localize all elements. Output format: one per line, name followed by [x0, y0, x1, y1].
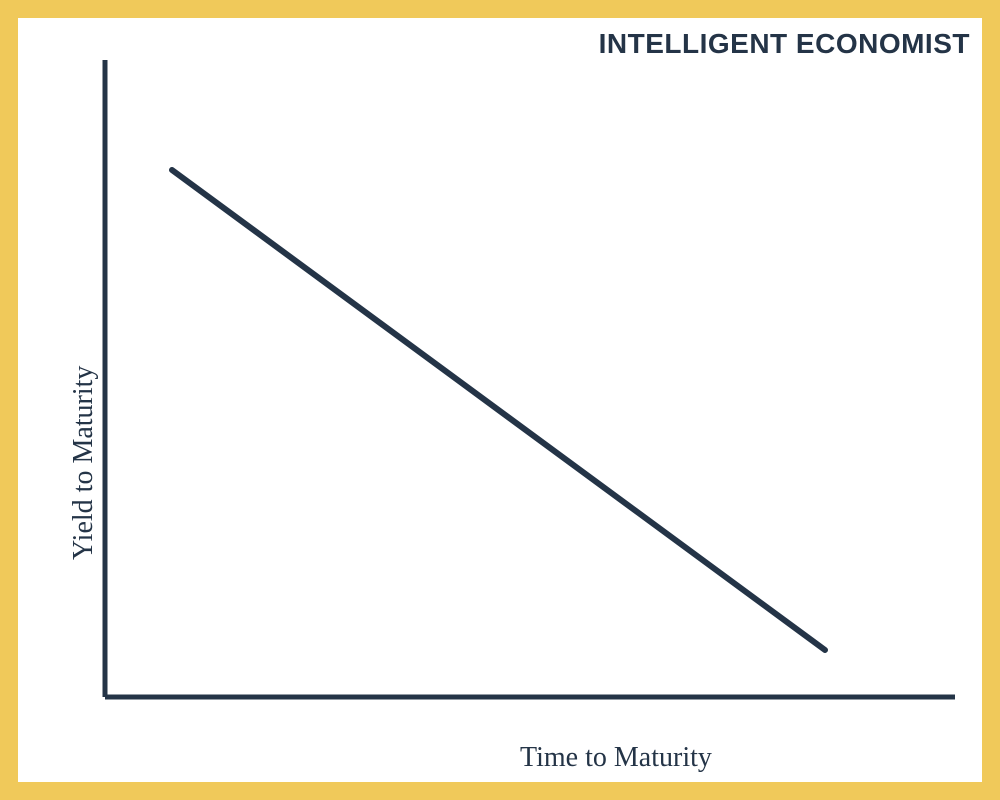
yield-curve-chart — [0, 0, 1000, 800]
x-axis-label: Time to Maturity — [520, 742, 712, 774]
y-axis-label: Yield to Maturity — [68, 366, 100, 560]
curve-line — [172, 170, 825, 650]
